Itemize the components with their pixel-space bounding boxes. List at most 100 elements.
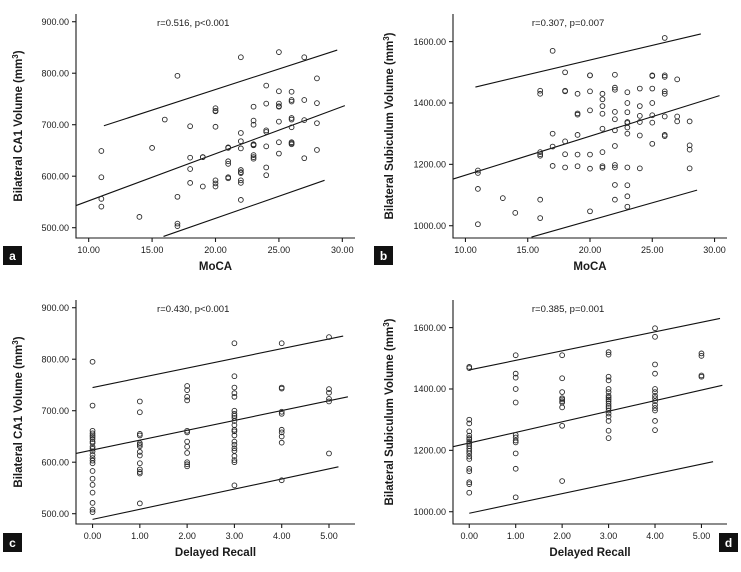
data-point [250, 121, 257, 128]
data-point [649, 85, 656, 92]
data-point [605, 405, 612, 411]
data-point [98, 148, 105, 154]
confidence-band-lower [163, 179, 325, 237]
y-tick-label: 600.00 [41, 171, 69, 181]
data-point [512, 386, 519, 392]
data-point [238, 177, 244, 184]
correlation-annotation: r=0.385, p=0.001 [532, 304, 604, 315]
data-point [612, 84, 618, 91]
data-point [686, 165, 693, 172]
y-axis-title: Bilateral CA1 Volume (mm3) [11, 50, 26, 201]
y-tick-label: 800.00 [41, 68, 69, 78]
data-point [686, 146, 693, 153]
y-tick-label: 500.00 [41, 509, 69, 519]
y-tick-label: 700.00 [41, 406, 69, 416]
data-point [250, 117, 257, 124]
data-point [278, 426, 285, 433]
data-point [698, 352, 705, 359]
y-tick-label: 900.00 [41, 17, 69, 27]
data-point [466, 448, 473, 454]
data-point [136, 431, 143, 437]
data-point [326, 396, 332, 402]
data-point [184, 427, 190, 434]
data-point [174, 220, 181, 227]
data-point [652, 389, 658, 395]
data-point [605, 413, 612, 420]
data-point [276, 100, 282, 107]
regression-line [452, 95, 720, 180]
data-point [652, 407, 658, 414]
data-point [276, 139, 282, 146]
data-point [231, 415, 238, 421]
data-point [212, 108, 219, 115]
correlation-annotation: r=0.307, p=0.007 [532, 18, 604, 29]
data-point [212, 183, 219, 190]
confidence-band-upper [475, 33, 701, 88]
data-point [250, 154, 257, 161]
data-point [326, 334, 332, 340]
data-point [250, 103, 257, 110]
data-point [652, 361, 658, 368]
data-point [636, 85, 643, 92]
data-point [98, 174, 105, 181]
data-point [624, 182, 631, 189]
data-point [605, 386, 612, 392]
data-point [574, 111, 581, 118]
y-tick-label: 1400.00 [413, 384, 446, 394]
data-point [278, 477, 285, 484]
data-point [288, 116, 295, 123]
data-point [231, 441, 238, 448]
data-point [661, 74, 668, 80]
data-point [605, 392, 612, 399]
data-point [314, 120, 320, 127]
data-point [466, 420, 473, 427]
data-point [276, 103, 282, 110]
data-point [612, 196, 618, 203]
data-point [326, 386, 332, 392]
data-point [174, 223, 181, 230]
data-point [661, 88, 668, 95]
data-point [250, 142, 257, 149]
data-point [612, 162, 618, 168]
x-tick-label: 2.00 [178, 531, 196, 541]
data-point [184, 459, 190, 466]
panel-b: 1000.00 1200.00 1400.00 1600.00 10.00 15.00 20… [371, 0, 741, 286]
data-point [231, 410, 238, 417]
data-points [89, 334, 332, 516]
y-tick-label: 600.00 [41, 457, 69, 467]
data-point [231, 384, 238, 391]
data-points [475, 35, 693, 228]
data-point [605, 427, 612, 434]
confidence-band-lower [469, 461, 714, 514]
data-point [184, 461, 190, 468]
data-point [649, 100, 656, 106]
data-point [612, 127, 618, 134]
data-point [537, 215, 544, 221]
data-point [661, 133, 668, 139]
data-point [587, 151, 593, 158]
data-point [599, 90, 606, 97]
data-point [89, 460, 96, 467]
data-point [174, 193, 181, 200]
data-point [89, 489, 96, 496]
panel-c: 500.00 600.00 700.00 800.00 900.00 0.00 1.00 2.… [0, 286, 371, 572]
data-point [605, 407, 612, 414]
data-point [624, 100, 631, 106]
data-point [649, 140, 656, 147]
data-point [512, 465, 519, 472]
data-point [636, 132, 643, 139]
scatter-plot-c: 500.00 600.00 700.00 800.00 900.00 0.00 1.00 2.… [11, 300, 355, 559]
data-point [199, 183, 206, 190]
regression-line [75, 396, 349, 454]
data-point [326, 398, 332, 405]
data-point [231, 438, 238, 445]
data-point [624, 89, 631, 96]
y-tick-label: 1600.00 [413, 323, 446, 333]
y-axis-title: Bilateral Subiculum Volume (mm3) [382, 32, 397, 219]
data-point [475, 170, 481, 176]
data-point [512, 209, 519, 216]
data-point [278, 429, 285, 436]
data-point [559, 404, 565, 411]
data-point [278, 385, 285, 392]
y-axis-title: Bilateral Subiculum Volume (mm3) [382, 318, 397, 505]
